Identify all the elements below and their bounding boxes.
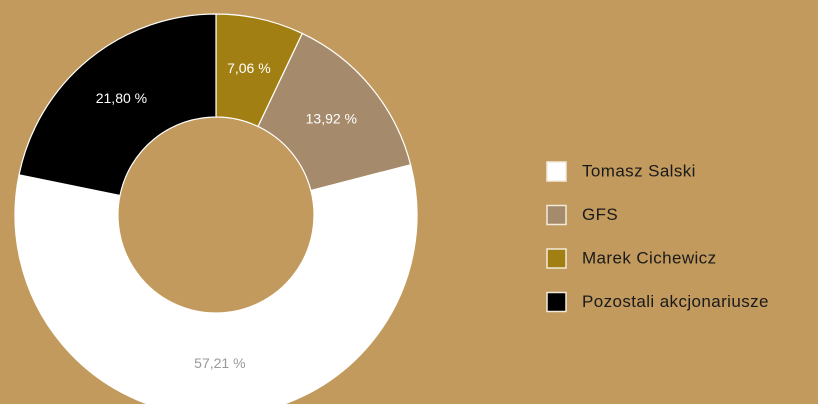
value-label: 13,92 % <box>306 111 357 127</box>
value-label: 21,80 % <box>96 90 147 106</box>
legend-label: Tomasz Salski <box>582 161 696 180</box>
legend-label: Marek Cichewicz <box>582 248 716 267</box>
donut-slice <box>14 164 418 404</box>
legend-swatch <box>546 248 567 269</box>
donut-slice <box>18 13 217 197</box>
value-label: 7,06 % <box>227 60 271 76</box>
value-label: 57,21 % <box>194 355 245 371</box>
legend-label: GFS <box>582 205 618 224</box>
legend-swatch <box>546 291 567 313</box>
legend-swatch <box>546 161 567 182</box>
legend-label: Pozostali akcjonariusze <box>582 292 769 311</box>
legend-swatch <box>546 204 567 226</box>
